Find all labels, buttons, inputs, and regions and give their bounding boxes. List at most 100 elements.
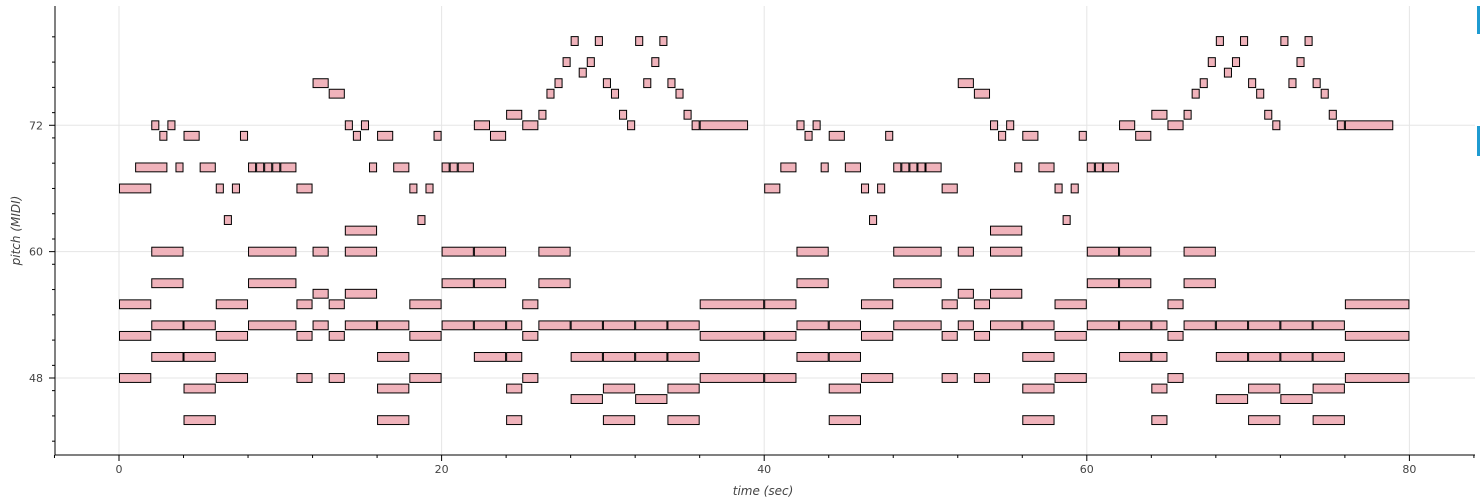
note — [1207, 57, 1216, 68]
note — [1183, 109, 1192, 120]
y-tick-label: 72 — [29, 119, 43, 132]
note — [1151, 352, 1168, 362]
note — [659, 36, 668, 46]
note — [449, 162, 458, 173]
note — [328, 330, 345, 341]
note — [1006, 120, 1015, 131]
note — [1022, 383, 1055, 394]
note — [1272, 120, 1281, 131]
note — [1151, 415, 1168, 426]
note — [1086, 162, 1095, 173]
x-tick-label: 80 — [1402, 463, 1416, 476]
note — [1280, 320, 1313, 331]
note — [667, 320, 700, 331]
note — [248, 320, 297, 331]
note — [973, 373, 991, 383]
note — [998, 130, 1007, 141]
note — [506, 109, 523, 120]
note — [441, 278, 474, 289]
note — [941, 183, 958, 194]
note — [594, 36, 603, 46]
note — [538, 246, 571, 257]
note — [1167, 330, 1184, 341]
note — [280, 162, 297, 173]
note — [344, 288, 378, 299]
note — [1344, 330, 1410, 341]
note — [344, 246, 378, 257]
toolbar-indicator-bottom[interactable] — [1477, 126, 1480, 156]
note — [860, 299, 894, 310]
note — [1054, 373, 1087, 383]
note — [328, 373, 345, 383]
note — [1022, 415, 1055, 426]
note — [828, 415, 861, 426]
note — [183, 415, 216, 426]
note — [990, 120, 999, 131]
note — [441, 246, 474, 257]
note — [990, 288, 1023, 299]
note — [473, 278, 507, 289]
note — [344, 225, 378, 236]
note — [973, 88, 991, 99]
note — [957, 78, 974, 89]
note — [1320, 88, 1329, 99]
note — [562, 57, 571, 68]
note — [360, 120, 370, 131]
note — [506, 320, 523, 331]
note — [1078, 130, 1087, 141]
note — [1191, 88, 1200, 99]
note — [796, 120, 805, 131]
note — [159, 130, 168, 141]
toolbar-indicator-top[interactable] — [1477, 6, 1480, 34]
note — [1280, 352, 1313, 362]
note — [764, 299, 797, 310]
note — [183, 383, 216, 394]
y-axis-label: pitch (MIDI) — [9, 196, 23, 267]
note — [1344, 120, 1394, 131]
note — [869, 215, 878, 225]
note — [1135, 130, 1152, 141]
note — [941, 330, 958, 341]
note — [699, 120, 749, 131]
note — [1248, 352, 1281, 362]
note — [1054, 330, 1087, 341]
note — [844, 162, 861, 173]
note — [506, 383, 523, 394]
note — [215, 183, 224, 194]
note — [119, 373, 152, 383]
note — [893, 320, 942, 331]
note — [554, 78, 563, 89]
note — [1344, 299, 1410, 310]
note — [804, 130, 813, 141]
note — [973, 299, 991, 310]
note — [990, 225, 1023, 236]
note — [377, 352, 410, 362]
note — [635, 36, 644, 46]
note — [215, 373, 249, 383]
note — [344, 320, 378, 331]
note — [990, 320, 1023, 331]
note — [780, 162, 797, 173]
y-tick-label: 60 — [29, 246, 43, 259]
note — [957, 288, 974, 299]
note — [1199, 78, 1208, 89]
note — [312, 288, 329, 299]
note — [909, 162, 918, 173]
note — [860, 373, 894, 383]
note — [522, 373, 539, 383]
note — [441, 320, 474, 331]
note — [1215, 36, 1224, 46]
note — [151, 246, 184, 257]
note — [175, 162, 184, 173]
note — [1151, 383, 1168, 394]
note — [473, 320, 507, 331]
note — [667, 415, 700, 426]
note — [1167, 373, 1184, 383]
x-tick-label: 0 — [116, 463, 123, 476]
note — [635, 352, 668, 362]
note — [941, 299, 958, 310]
note — [1296, 57, 1305, 68]
note — [602, 352, 636, 362]
note — [1054, 183, 1063, 194]
